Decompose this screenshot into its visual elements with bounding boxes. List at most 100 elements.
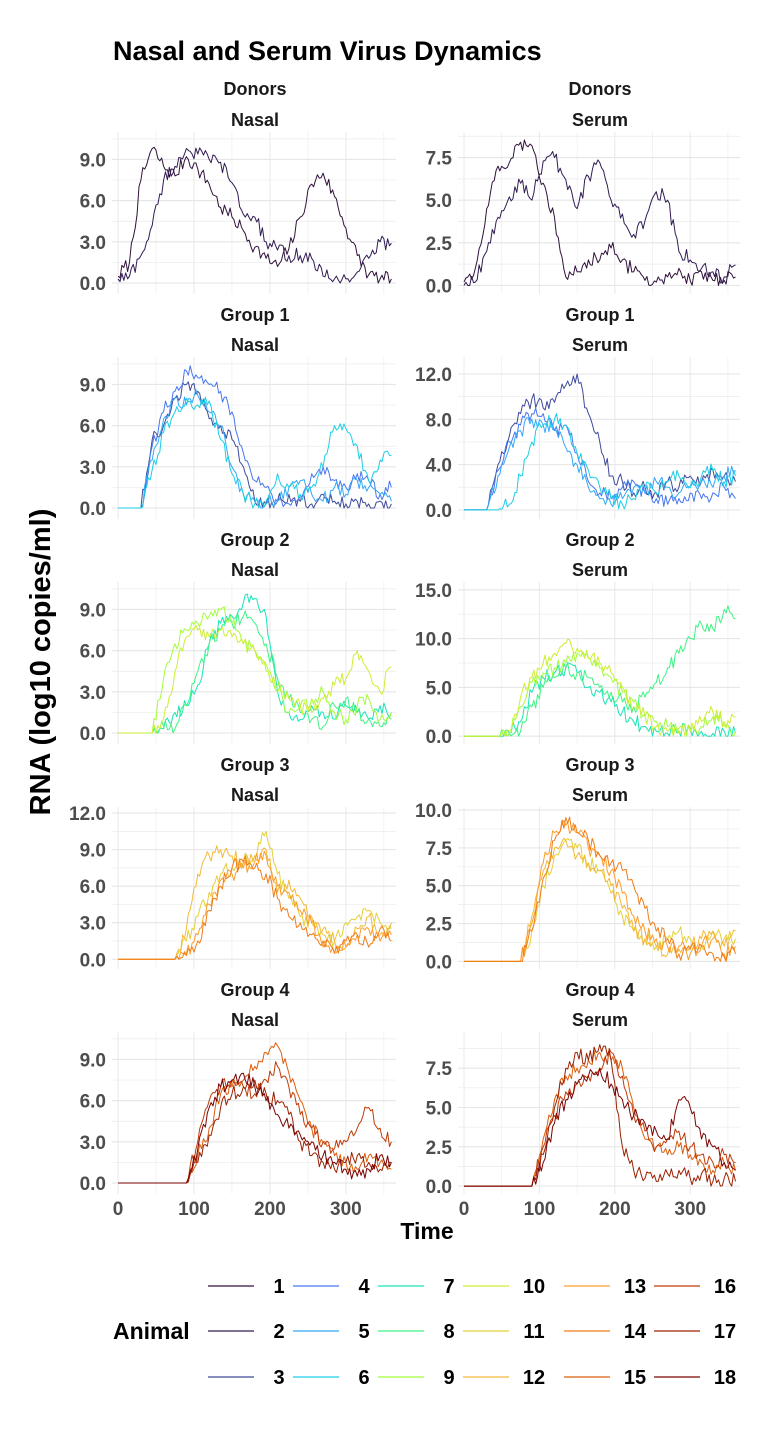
y-tick-label: 0.0 [80, 724, 106, 745]
chart-title: Nasal and Serum Virus Dynamics [113, 36, 542, 66]
y-tick-label: 12.0 [69, 804, 106, 825]
y-tick-label: 0.0 [80, 1174, 106, 1195]
series-line-animal-4 [464, 407, 736, 511]
series-line-animal-2 [463, 151, 736, 286]
x-tick-label: 200 [254, 1199, 286, 1220]
series-line-animal-14 [118, 856, 392, 960]
x-axis-label: Time [400, 1218, 453, 1244]
legend-item-17: 17 [654, 1321, 736, 1343]
x-tick-label: 300 [674, 1199, 706, 1220]
y-tick-label: 9.0 [80, 375, 106, 396]
series-line-animal-6 [118, 396, 392, 509]
facet-panel: Group 4 Serum 0.0 2.5 5.0 7.5 [426, 980, 740, 1198]
y-tick-label: 5.0 [426, 191, 452, 212]
y-tick-label: 4.0 [426, 456, 452, 477]
legend-label: 4 [358, 1276, 370, 1298]
facet-panel: Group 2 Nasal 0.0 3.0 6.0 9.0 [80, 530, 396, 745]
y-tick-label: 9.0 [80, 1050, 106, 1071]
legend-item-14: 14 [564, 1321, 647, 1343]
legend-item-10: 10 [463, 1276, 545, 1298]
series-line-animal-5 [118, 389, 392, 509]
facet-col-label: Serum [572, 560, 628, 580]
y-tick-label: 3.0 [80, 914, 106, 935]
facet-col-label: Nasal [231, 1010, 279, 1030]
legend-item-11: 11 [463, 1321, 545, 1343]
facet-grid: Donors Nasal 0.0 3.0 6.0 9.0 Donors Serum 0.0 2.5… [69, 79, 740, 1198]
y-axis-label: RNA (log10 copies/ml) [25, 509, 57, 816]
series-line-animal-4 [118, 365, 392, 509]
series-line-animal-9 [464, 651, 736, 737]
facet-col-label: Serum [572, 785, 628, 805]
legend-label: 17 [714, 1321, 736, 1343]
y-tick-label: 0.0 [80, 274, 106, 295]
y-tick-label: 9.0 [80, 150, 106, 171]
facet-row-label: Donors [569, 79, 632, 99]
legend-label: 18 [714, 1367, 736, 1389]
legend-item-7: 7 [378, 1276, 455, 1298]
legend-item-3: 3 [208, 1367, 285, 1389]
series-line-animal-8 [118, 610, 392, 734]
y-tick-label: 0.0 [426, 1177, 452, 1198]
legend-item-1: 1 [208, 1276, 285, 1298]
legend-label: 1 [273, 1276, 284, 1298]
y-tick-label: 2.5 [426, 234, 453, 255]
x-tick-label: 100 [524, 1199, 556, 1220]
legend-label: 15 [624, 1367, 646, 1389]
facet-row-label: Group 2 [220, 530, 289, 550]
facet-row-label: Group 4 [220, 980, 289, 1000]
y-tick-label: 10.0 [415, 630, 452, 651]
facet-col-label: Nasal [231, 110, 279, 130]
legend-item-15: 15 [564, 1367, 646, 1389]
facet-row-label: Group 4 [565, 980, 634, 1000]
y-tick-label: 0.0 [80, 499, 106, 520]
y-tick-label: 8.0 [426, 410, 452, 431]
series-line-animal-18 [118, 1072, 392, 1184]
y-tick-label: 0.0 [80, 950, 106, 971]
legend-label: 7 [443, 1276, 454, 1298]
facet-col-label: Serum [572, 335, 628, 355]
facet-row-label: Donors [224, 79, 287, 99]
facet-row-label: Group 3 [220, 755, 289, 775]
y-tick-label: 6.0 [80, 877, 106, 898]
y-tick-label: 7.5 [426, 1059, 453, 1080]
x-tick-label: 0 [459, 1199, 470, 1220]
facet-col-label: Serum [572, 1010, 628, 1030]
y-tick-label: 0.0 [426, 952, 452, 973]
y-tick-label: 7.5 [426, 839, 453, 860]
legend-item-5: 5 [293, 1321, 370, 1343]
y-tick-label: 6.0 [80, 417, 106, 438]
y-tick-label: 3.0 [80, 1133, 106, 1154]
legend-label: 6 [358, 1367, 369, 1389]
facet-panel: Group 3 Nasal 0.0 3.0 6.0 9.0 12.0 [69, 755, 396, 971]
series-line-animal-18 [464, 1067, 736, 1187]
facet-row-label: Group 3 [565, 755, 634, 775]
facet-row-label: Group 1 [220, 305, 289, 325]
facet-panel: Group 4 Nasal 0.0 3.0 6.0 9.0 [80, 980, 396, 1195]
facet-panel: Group 2 Serum 0.0 5.0 10.0 15.0 [415, 530, 740, 748]
x-tick-label: 0 [113, 1199, 124, 1220]
series-line-animal-6 [464, 413, 736, 511]
legend-item-8: 8 [378, 1321, 455, 1343]
legend-item-16: 16 [654, 1276, 736, 1298]
legend-item-12: 12 [463, 1367, 545, 1389]
legend-label: 10 [523, 1276, 545, 1298]
y-tick-label: 12.0 [415, 365, 452, 386]
legend-label: 3 [273, 1367, 284, 1389]
legend-item-4: 4 [293, 1276, 370, 1298]
series-line-animal-1 [463, 139, 736, 286]
legend-label: 2 [273, 1321, 284, 1343]
x-tick-label: 300 [330, 1199, 362, 1220]
legend-item-9: 9 [378, 1367, 455, 1389]
y-tick-label: 0.0 [426, 276, 452, 297]
y-tick-label: 2.5 [426, 915, 453, 936]
facet-col-label: Nasal [231, 560, 279, 580]
facet-panel: Group 1 Serum 0.0 4.0 8.0 12.0 [415, 305, 740, 522]
y-tick-label: 0.0 [426, 727, 452, 748]
y-tick-label: 15.0 [415, 581, 452, 602]
y-tick-label: 10.0 [415, 801, 452, 822]
y-tick-label: 6.0 [80, 192, 106, 213]
y-tick-label: 6.0 [80, 642, 106, 663]
facet-panel: Group 1 Nasal 0.0 3.0 6.0 9.0 [80, 305, 396, 520]
legend-label: 16 [714, 1276, 736, 1298]
